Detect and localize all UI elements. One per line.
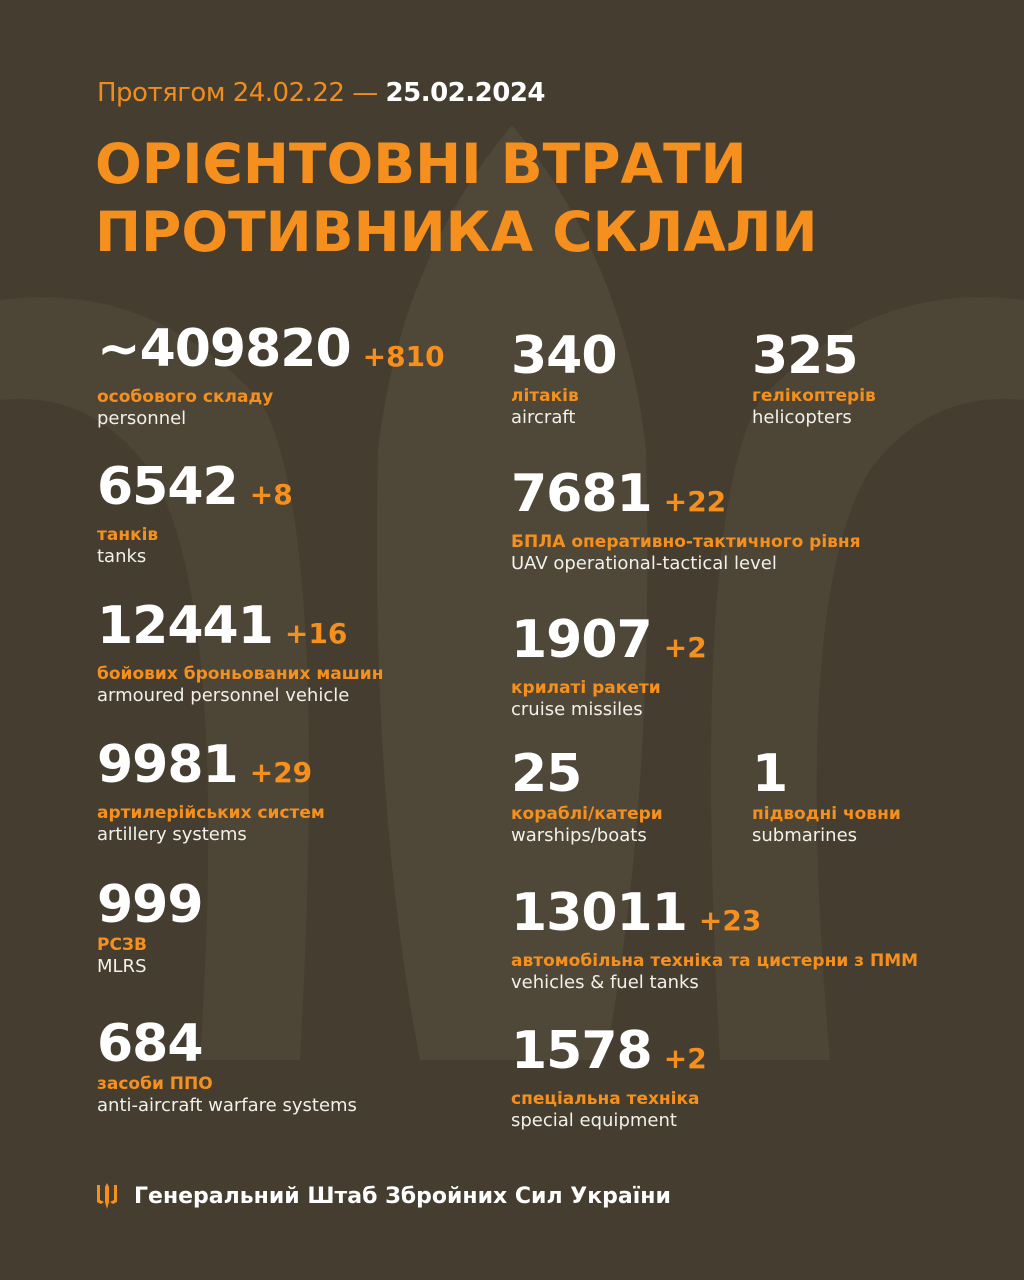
stat-label-en: special equipment	[511, 1110, 677, 1131]
stat-delta: +16	[284, 617, 348, 650]
stat-label-ua: літаків	[511, 386, 579, 406]
stat-mlrs: 999 РСЗВ MLRS	[97, 875, 204, 978]
stat-label-ua: підводні човни	[752, 804, 901, 824]
footer: Генеральний Штаб Збройних Сил України	[96, 1182, 671, 1210]
stat-value: 1	[752, 744, 788, 804]
stat-delta: +29	[249, 756, 313, 789]
stat-delta: +22	[663, 485, 727, 518]
stat-delta: +2	[663, 1042, 707, 1075]
stat-submarines: 1 підводні човни submarines	[752, 745, 901, 847]
stat-value: 13011	[511, 883, 688, 943]
stat-label-ua: кораблі/катери	[511, 804, 663, 824]
trident-icon	[97, 1183, 117, 1209]
stat-label-en: tanks	[97, 546, 147, 567]
page-title: ОРІЄНТОВНІ ВТРАТИ ПРОТИВНИКА СКЛАЛИ	[95, 130, 818, 266]
stat-value: 1907	[511, 610, 653, 670]
stat-helicopters: 325 гелікоптерів helicopters	[752, 327, 876, 429]
stat-special-equipment: 1578 +2 спеціальна техніка special equipmen…	[511, 1022, 707, 1132]
stat-label-en: vehicles & fuel tanks	[511, 972, 699, 993]
stat-label-en: personnel	[97, 408, 187, 429]
stat-label-ua: артилерійських систем	[97, 803, 325, 823]
stat-label-en: UAV operational-tactical level	[511, 553, 777, 574]
stat-warships: 25 кораблі/катери warships/boats	[511, 745, 663, 847]
stat-label-ua: РСЗВ	[97, 935, 147, 955]
stat-label-en: helicopters	[752, 407, 852, 428]
period: Протягом 24.02.22 — 25.02.2024	[97, 78, 546, 108]
stat-label-ua: БПЛА оперативно-тактичного рівня	[511, 532, 861, 552]
stat-label-en: aircraft	[511, 407, 576, 428]
stat-value: 7681	[511, 464, 653, 524]
stat-delta: +2	[663, 631, 707, 664]
stat-cruise-missiles: 1907 +2 крилаті ракети cruise missiles	[511, 611, 707, 721]
stat-value: 12441	[97, 596, 274, 656]
stat-value: 6542	[97, 457, 239, 517]
stat-label-ua: автомобільна техніка та цистерни з ПММ	[511, 951, 919, 971]
stat-label-ua: особового складу	[97, 387, 274, 407]
stat-label-en: MLRS	[97, 956, 147, 977]
stat-value: 25	[511, 744, 582, 804]
stat-uav: 7681 +22 БПЛА оперативно-тактичного рівня U…	[511, 465, 861, 575]
stat-artillery: 9981 +29 артилерійських систем artillery sy…	[97, 736, 325, 846]
stat-value: 1578	[511, 1021, 653, 1081]
stat-label-en: submarines	[752, 825, 858, 846]
stat-apv: 12441 +16 бойових броньованих машин armoure…	[97, 597, 383, 707]
stat-label-en: cruise missiles	[511, 699, 643, 720]
stat-aircraft: 340 літаків aircraft	[511, 326, 618, 429]
stat-label-en: warships/boats	[511, 825, 647, 846]
stat-value: 684	[97, 1014, 204, 1074]
stat-label-en: anti-aircraft warfare systems	[97, 1095, 357, 1116]
stat-label-ua: гелікоптерів	[752, 386, 876, 406]
stat-delta: +8	[249, 478, 293, 511]
footer-text: Генеральний Штаб Збройних Сил України	[134, 1183, 671, 1209]
title-line-2: ПРОТИВНИКА СКЛАЛИ	[95, 200, 818, 264]
period-prefix: Протягом 24.02.22 —	[97, 78, 378, 108]
period-date: 25.02.2024	[385, 78, 546, 108]
title-line-1: ОРІЄНТОВНІ ВТРАТИ	[95, 132, 747, 196]
stat-value: 340	[511, 326, 618, 386]
stat-value: 9981	[97, 735, 239, 795]
stat-delta: +810	[362, 340, 445, 373]
stat-air-defense: 684 засоби ППО anti-aircraft warfare syste…	[97, 1015, 357, 1117]
stat-personnel: ~409820 +810 особового складу personnel	[97, 320, 445, 430]
stat-label-ua: танків	[97, 525, 159, 545]
stat-label-en: artillery systems	[97, 824, 247, 845]
stat-vehicles: 13011 +23 автомобільна техніка та цистерни…	[511, 884, 918, 994]
stat-label-ua: спеціальна техніка	[511, 1089, 700, 1109]
stat-label-ua: бойових броньованих машин	[97, 664, 384, 684]
stat-label-en: armoured personnel vehicle	[97, 685, 350, 706]
stat-value: ~409820	[97, 319, 352, 379]
stat-value: 999	[97, 875, 204, 935]
stat-label-ua: засоби ППО	[97, 1074, 213, 1094]
stat-delta: +23	[698, 904, 762, 937]
stat-value: 325	[752, 326, 859, 386]
stat-tanks: 6542 +8 танків tanks	[97, 458, 293, 568]
stat-label-ua: крилаті ракети	[511, 678, 661, 698]
